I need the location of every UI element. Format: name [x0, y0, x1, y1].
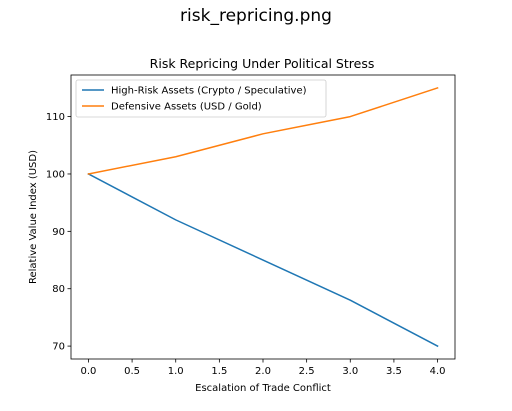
- x-tick-label: 4.0: [430, 366, 446, 377]
- y-axis-label: Relative Value Index (USD): [28, 150, 39, 284]
- x-tick-label: 0.0: [81, 366, 97, 377]
- x-axis-label: Escalation of Trade Conflict: [195, 383, 331, 394]
- series-lines: [87, 86, 439, 348]
- y-axis: 70 80 90 100 110: [46, 112, 71, 353]
- x-tick-label: 1.5: [211, 366, 227, 377]
- plot-area: [70, 74, 456, 360]
- x-tick-label: 0.5: [124, 366, 140, 377]
- x-tick-label: 2.5: [299, 366, 315, 377]
- legend: High-Risk Assets (Crypto / Speculative) …: [75, 79, 327, 118]
- window-title: risk_repricing.png: [180, 6, 332, 26]
- legend-label-high-risk: High-Risk Assets (Crypto / Speculative): [111, 86, 307, 97]
- x-tick-label: 3.5: [386, 366, 402, 377]
- chart-title: Risk Repricing Under Political Stress: [150, 56, 375, 71]
- y-tick-label: 100: [46, 169, 65, 180]
- series-line-defensive: [87, 86, 439, 175]
- y-tick-label: 110: [46, 112, 65, 123]
- series-line-high-risk: [87, 172, 439, 348]
- x-tick-label: 3.0: [342, 366, 358, 377]
- y-tick-label: 90: [52, 227, 65, 238]
- y-tick-label: 80: [52, 284, 65, 295]
- legend-box: [75, 79, 327, 118]
- x-axis: 0.0 0.5 1.0 1.5 2.0 2.5 3.0 3.5 4.0: [81, 359, 446, 377]
- y-tick-label: 70: [52, 342, 65, 353]
- x-tick-label: 1.0: [168, 366, 184, 377]
- x-tick-label: 2.0: [255, 366, 271, 377]
- legend-label-defensive: Defensive Assets (USD / Gold): [111, 102, 262, 113]
